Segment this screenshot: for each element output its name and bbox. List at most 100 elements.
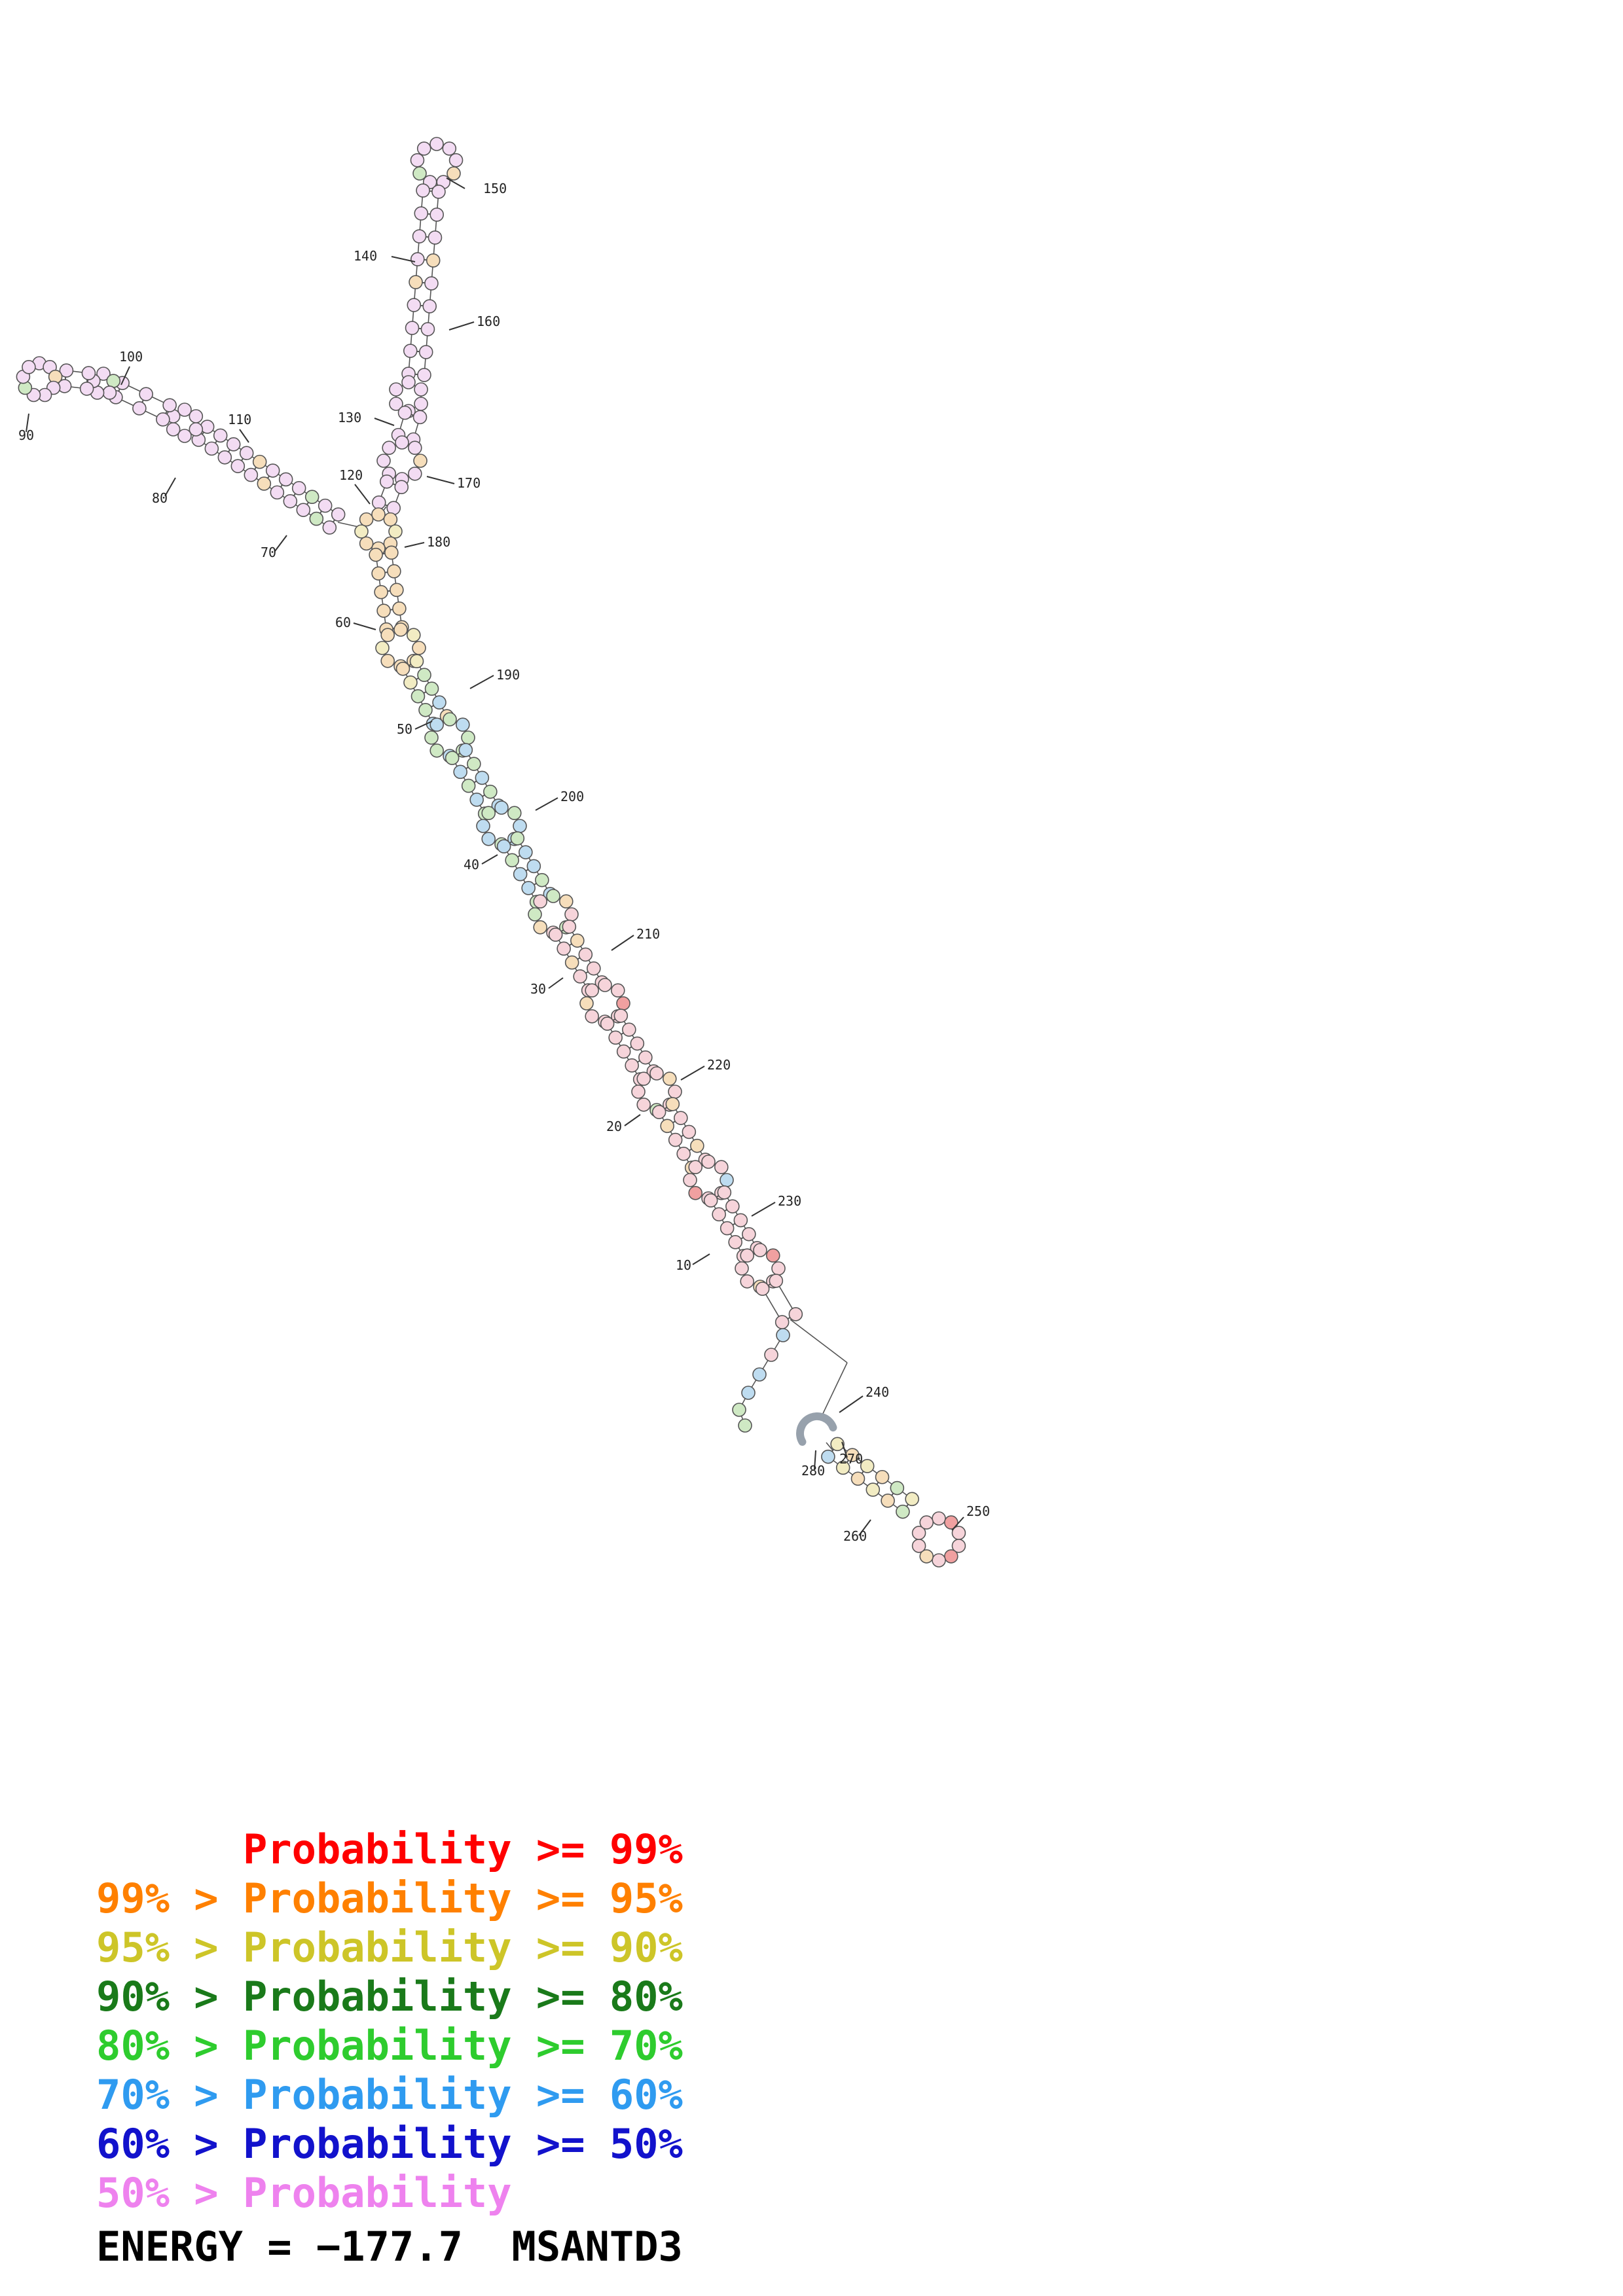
legend-item: 95% > Probability >= 90% [96,1924,683,1971]
nucleotide [674,1111,688,1125]
nucleotide [453,764,467,780]
nucleotide [613,1009,629,1023]
nucleotide [496,839,511,853]
nucleotide [132,401,147,416]
nucleotide [911,1526,926,1540]
nucleotide [712,1207,726,1222]
nucleotide [688,1160,703,1175]
nucleotide [585,1009,600,1024]
nucleotide [683,1173,697,1187]
nucleotide [616,996,630,1011]
nucleotide [752,1367,767,1382]
nucleotide [788,1307,803,1321]
nucleotide [660,1119,674,1134]
nucleotide [665,1097,680,1111]
nucleotide [636,1097,651,1112]
nucleotide [418,702,433,717]
position-label: 110 [228,412,251,427]
nucleotide [741,1386,756,1400]
nucleotide [668,1085,682,1099]
label-tick [611,935,634,951]
nucleotide [690,1138,704,1153]
nucleotide [230,459,246,473]
nucleotide [475,770,490,785]
nucleotide [426,253,441,268]
nucleotide [649,1066,664,1081]
nucleotide [467,757,481,771]
nucleotide [389,397,403,411]
label-tick [624,1114,641,1126]
nucleotide [600,1016,615,1031]
legend: Probability >= 99% 99% > Probability >= 9… [96,1825,683,2217]
nucleotide [177,429,192,443]
nucleotide [585,983,600,998]
nucleotide [469,793,484,807]
nucleotide [616,1044,631,1059]
nucleotide [79,382,94,396]
nucleotide [717,1185,732,1200]
nucleotide [403,344,418,358]
position-label: 150 [483,181,507,196]
nucleotide [379,474,394,489]
nucleotide [392,601,407,616]
position-label: 90 [18,427,34,443]
position-label: 180 [427,534,450,550]
nucleotide [395,661,410,676]
label-tick [353,622,376,630]
label-tick [535,797,558,811]
label-tick [274,535,287,552]
backbone-line [820,1362,848,1418]
nucleotide [410,689,426,704]
nucleotide [409,275,423,289]
nucleotide [393,622,408,637]
nucleotide [738,1418,752,1433]
nucleotide [371,566,386,581]
nucleotide [521,881,536,895]
nucleotide [359,536,374,551]
nucleotide [412,166,427,181]
nucleotide [481,831,496,846]
nucleotide [732,1403,746,1417]
position-label: 50 [397,721,412,737]
nucleotide [905,1492,919,1507]
nucleotide [630,1036,645,1051]
nucleotide [481,806,496,821]
nucleotide [638,1050,653,1065]
nucleotide [830,1437,845,1452]
label-tick [239,429,249,443]
position-label: 40 [464,857,479,872]
nucleotide [278,472,293,487]
position-label: 230 [778,1193,801,1209]
nucleotide [406,628,421,643]
label-tick [814,1450,816,1470]
nucleotide [443,712,457,726]
label-tick [120,366,130,386]
nucleotide [507,806,522,821]
nucleotide [432,695,447,710]
label-tick [951,1516,964,1531]
nucleotide [519,845,533,859]
nucleotide [102,386,117,400]
position-label: 30 [530,981,546,997]
legend-item: 60% > Probability >= 50% [96,2120,683,2168]
nucleotide [374,584,388,600]
nucleotide [417,368,431,382]
position-label: 240 [866,1384,889,1400]
nucleotide [682,1124,697,1139]
nucleotide [401,375,416,389]
nucleotide [81,366,96,380]
label-tick [858,1519,871,1536]
label-tick [448,321,475,331]
nucleotide [564,907,579,922]
nucleotide [771,1261,786,1276]
nucleotide [405,321,420,335]
nucleotide [458,743,473,757]
legend-item: 90% > Probability >= 80% [96,1973,683,2020]
label-tick [841,1441,848,1458]
nucleotide [835,1460,850,1475]
nucleotide [510,831,525,846]
nucleotide [166,422,181,437]
nucleotide [371,495,386,510]
nucleotide [382,440,397,456]
